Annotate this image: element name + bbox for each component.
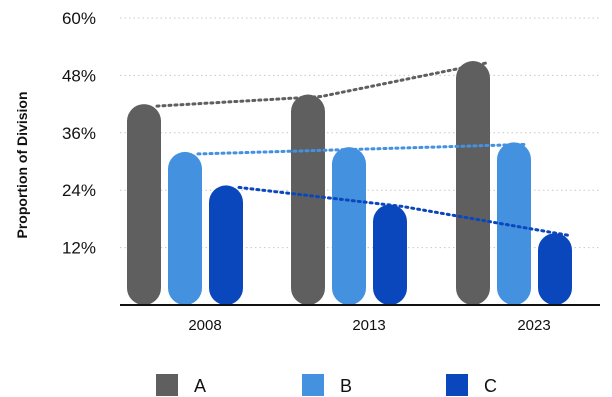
trend-lines: [155, 61, 570, 237]
trend-line-B: [196, 142, 529, 156]
trend-line-A: [155, 61, 488, 108]
legend: A B C: [156, 374, 497, 396]
bar-A-2023: [456, 61, 490, 305]
legend-label-B: B: [340, 376, 352, 396]
bar-A-2008: [127, 104, 161, 305]
legend-swatch-B: [302, 374, 324, 396]
legend-swatch-C: [446, 374, 468, 396]
y-tick-label: 12%: [62, 239, 96, 258]
y-tick-label: 36%: [62, 124, 96, 143]
bar-B-2023: [497, 142, 531, 305]
bar-A-2013: [291, 94, 325, 306]
trend-line-C: [237, 185, 570, 237]
y-axis-ticks: 60% 48% 36% 24% 12%: [62, 9, 96, 258]
x-tick-label: 2023: [517, 317, 550, 334]
x-tick-label: 2008: [188, 317, 221, 334]
bar-C-2008: [209, 185, 243, 305]
bar-B-2008: [168, 151, 202, 305]
legend-swatch-A: [156, 374, 178, 396]
bar-C-2013: [373, 204, 407, 305]
x-axis-ticks: 2008 2013 2023: [188, 317, 550, 334]
y-tick-label: 48%: [62, 66, 96, 85]
x-tick-label: 2013: [352, 317, 385, 334]
bar-B-2013: [332, 147, 366, 305]
y-axis-label: Proportion of Division: [14, 92, 30, 239]
legend-label-A: A: [194, 376, 206, 396]
y-tick-label: 24%: [62, 181, 96, 200]
legend-label-C: C: [484, 376, 497, 396]
bar-C-2023: [538, 233, 572, 305]
bars: [127, 61, 572, 306]
y-tick-label: 60%: [62, 9, 96, 28]
